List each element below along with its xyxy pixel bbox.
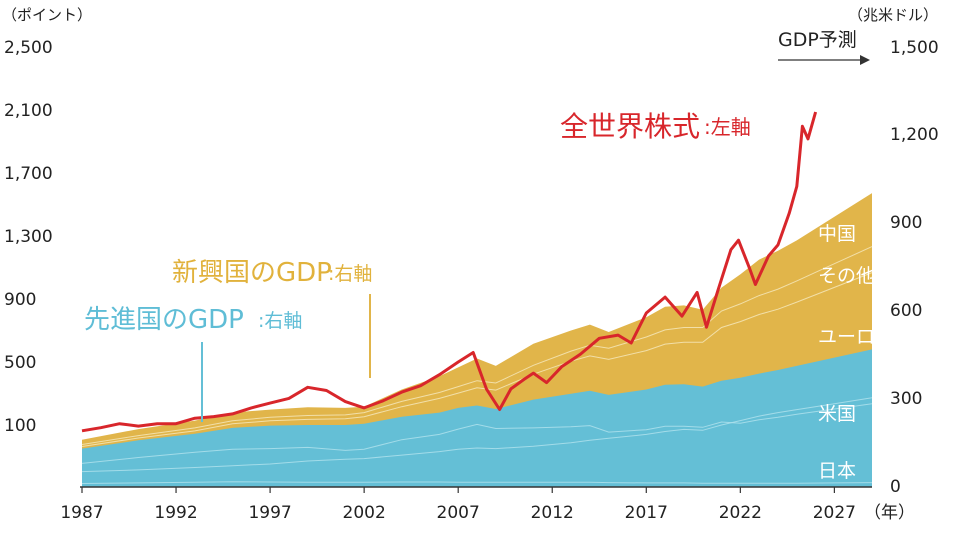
series-label-other-emerging: その他新興国: [820, 93, 934, 115]
gdp-area-layers: [82, 193, 872, 487]
separator-us: [81, 397, 873, 473]
series-label-japan: 日本: [818, 460, 856, 482]
x-tick-label-2012: 2012: [531, 503, 574, 523]
advanced-gdp-axis-note: :右軸: [258, 310, 302, 332]
series-label-us: 米国: [818, 403, 856, 425]
emerging-gdp-axis-note: :右軸: [328, 263, 372, 285]
left-axis-unit: （ポイント）: [2, 6, 92, 24]
right-tick-1500: 1,500: [890, 38, 939, 58]
x-tick-label-2002: 2002: [343, 503, 386, 523]
left-tick-1300: 1,300: [4, 227, 53, 247]
right-tick-300: 300: [890, 389, 922, 409]
gdp-forecast-label: GDP予測: [778, 29, 857, 51]
equity-label: 全世界株式: [560, 110, 700, 143]
left-tick-900: 900: [4, 290, 36, 310]
series-label-china: 中国: [818, 223, 856, 245]
gdp-forecast-arrow-head: [860, 55, 870, 65]
equity-axis-note: :左軸: [704, 115, 751, 139]
left-tick-2100: 2,100: [4, 101, 53, 121]
left-tick-100: 100: [4, 416, 36, 436]
right-tick-900: 900: [890, 213, 922, 233]
series-label-eurozone: ユーロ圏: [818, 326, 894, 348]
advanced-gdp-label: 先進国のGDP: [84, 305, 244, 335]
x-tick-label-1987: 1987: [60, 503, 103, 523]
x-tick-label-2017: 2017: [625, 503, 668, 523]
x-tick-label-2027: 2027: [813, 503, 856, 523]
right-tick-600: 600: [890, 301, 922, 321]
right-tick-0: 0: [890, 477, 901, 497]
x-tick-label-1997: 1997: [248, 503, 291, 523]
separator-india: [81, 246, 873, 445]
gdp-layer-separators: [81, 246, 873, 484]
series-label-other-advanced: その他先進国: [818, 265, 932, 287]
right-axis-unit: （兆米ドル）: [848, 6, 938, 24]
separator-eurozone: [81, 403, 873, 464]
area-advanced-gdp: [82, 349, 872, 487]
separator-japan: [81, 481, 873, 484]
world-equity-line: [81, 111, 818, 433]
x-tick-label-1992: 1992: [154, 503, 197, 523]
x-tick-label-2022: 2022: [719, 503, 762, 523]
left-tick-1700: 1,700: [4, 164, 53, 184]
separator-china: [81, 272, 873, 447]
left-tick-500: 500: [4, 353, 36, 373]
left-tick-2500: 2,500: [4, 38, 53, 58]
right-tick-1200: 1,200: [890, 125, 939, 145]
x-axis-unit: （年）: [864, 503, 915, 523]
x-tick-label-2007: 2007: [437, 503, 480, 523]
x-axis-ticks: 1987 1992 1997 2002 2007 2012 2017 2022 2027: [60, 487, 856, 523]
series-label-india: インド: [818, 168, 875, 190]
emerging-gdp-label: 新興国のGDP: [172, 258, 332, 288]
